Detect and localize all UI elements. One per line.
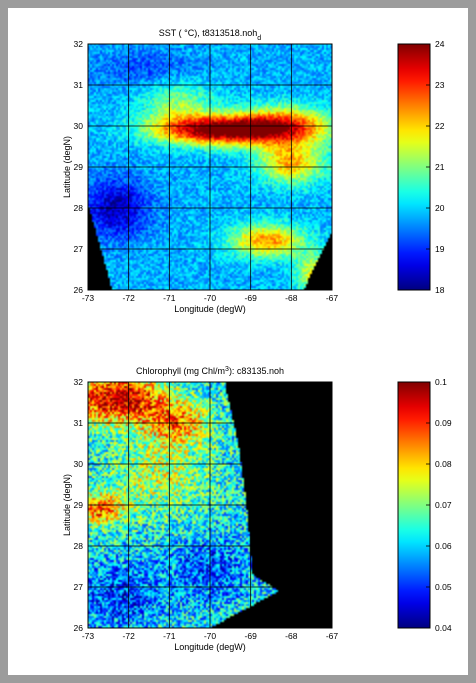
x-tick-label: -71	[163, 293, 176, 303]
colorbar-tick-label: 24	[435, 39, 445, 49]
colorbar-tick-label: 0.04	[435, 623, 452, 633]
x-tick-label: -69	[245, 631, 258, 641]
colorbar-tick-label: 0.06	[435, 541, 452, 551]
x-tick-label: -70	[204, 293, 217, 303]
x-tick-label: -67	[326, 293, 339, 303]
plot-frame	[87, 43, 333, 291]
y-tick-label: 28	[74, 541, 84, 551]
colorbar-gradient	[397, 43, 431, 291]
x-tick-label: -72	[123, 293, 136, 303]
colorbar: 0.04 0.05 0.06 0.07 0.08 0.09 0.1	[397, 377, 452, 633]
colorbar-tick-label: 23	[435, 80, 445, 90]
colorbar-tick-label: 22	[435, 121, 445, 131]
y-tick-label: 26	[74, 623, 84, 633]
colorbar-tick-label: 0.05	[435, 582, 452, 592]
x-tick-label: -72	[123, 631, 136, 641]
x-tick-label: -68	[285, 631, 298, 641]
title-superscript: 3	[225, 366, 229, 373]
colorbar-tick-label: 0.1	[435, 377, 447, 387]
x-tick-label: -73	[82, 631, 95, 641]
y-tick-label: 30	[74, 459, 84, 469]
x-tick-label: -70	[204, 631, 217, 641]
figure-page: -73 -72 -71 -70 -69 -68 -67 26 27 28 29 30 31 32 Longi…	[8, 8, 468, 675]
colorbar-tick-label: 21	[435, 162, 445, 172]
y-axis-label: Latitude (degN)	[62, 474, 72, 536]
colorbar-tick-label: 0.07	[435, 500, 452, 510]
figure-svg: -73 -72 -71 -70 -69 -68 -67 26 27 28 29 30 31 32 Longi…	[62, 28, 452, 653]
chart-title: SST ( °C), t8313518.nohd	[159, 28, 262, 42]
x-tick-label: -73	[82, 293, 95, 303]
colorbar-tick-label: 0.08	[435, 459, 452, 469]
colorbar-tick-label: 19	[435, 244, 445, 254]
colorbar-tick-label: 18	[435, 285, 445, 295]
x-axis-label: Longitude (degW)	[174, 304, 246, 314]
x-tick-label: -67	[326, 631, 339, 641]
colorbar-gradient	[397, 381, 431, 629]
colorbar-tick-label: 0.09	[435, 418, 452, 428]
y-axis-label: Latitude (degN)	[62, 136, 72, 198]
y-tick-label: 26	[74, 285, 84, 295]
y-tick-label: 32	[74, 377, 84, 387]
x-tick-label: -71	[163, 631, 176, 641]
y-tick-label: 31	[74, 80, 84, 90]
colorbar-tick-label: 20	[435, 203, 445, 213]
title-subscript: d	[257, 35, 261, 42]
plot-frame	[87, 381, 333, 629]
y-tick-label: 31	[74, 418, 84, 428]
title-suffix: ): c83135.noh	[229, 366, 284, 376]
y-tick-label: 27	[74, 582, 84, 592]
y-tick-label: 27	[74, 244, 84, 254]
chart-panel-2: -73 -72 -71 -70 -69 -68 -67 26 27 28 29 30 31 32 Longi…	[62, 366, 452, 653]
y-tick-label: 30	[74, 121, 84, 131]
y-tick-label: 29	[74, 500, 84, 510]
chart-panel-1: -73 -72 -71 -70 -69 -68 -67 26 27 28 29 30 31 32 Longi…	[62, 28, 445, 314]
x-axis-label: Longitude (degW)	[174, 642, 246, 652]
x-tick-label: -69	[245, 293, 258, 303]
y-tick-label: 32	[74, 39, 84, 49]
x-tick-label: -68	[285, 293, 298, 303]
colorbar: 18 19 20 21 22 23 24	[397, 39, 445, 295]
chart-title: Chlorophyll (mg Chl/m3): c83135.noh	[136, 366, 284, 377]
y-tick-label: 28	[74, 203, 84, 213]
y-tick-label: 29	[74, 162, 84, 172]
